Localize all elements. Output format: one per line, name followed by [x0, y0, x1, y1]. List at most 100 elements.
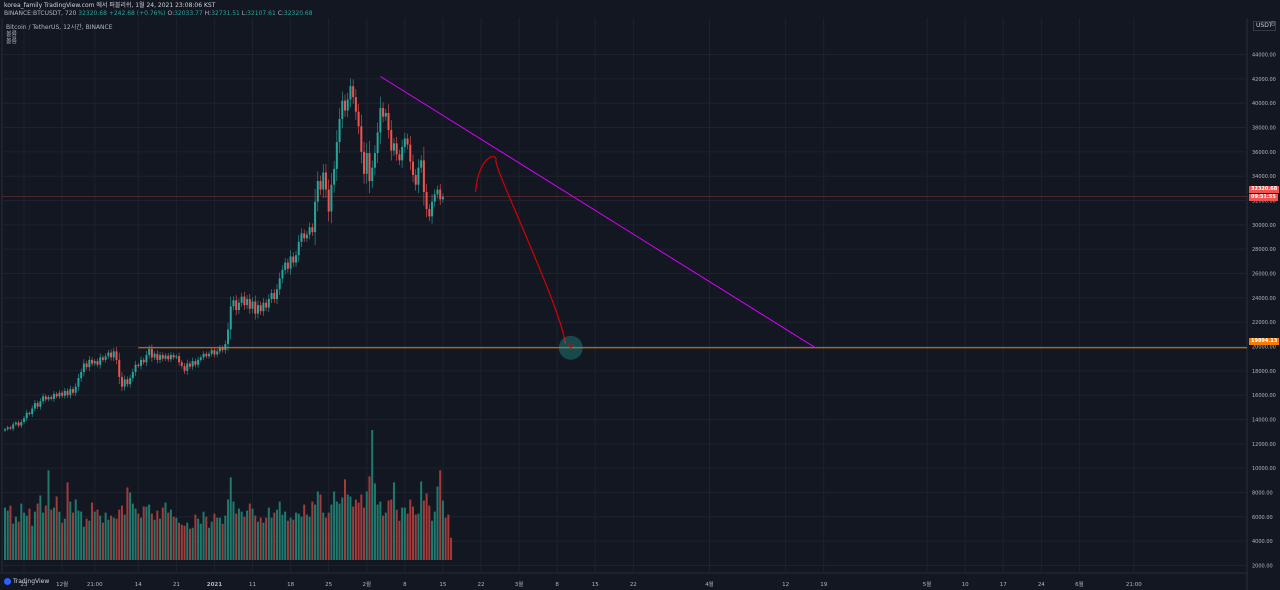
- time-tick-label: 21:00: [1126, 582, 1142, 588]
- volume-bar: [371, 430, 374, 560]
- legend-volume-1[interactable]: 볼륨: [6, 31, 18, 38]
- candle-body: [292, 256, 295, 263]
- candle-body: [392, 143, 395, 151]
- volume-bar: [417, 513, 420, 560]
- volume-bar: [23, 512, 26, 560]
- volume-bar: [82, 526, 85, 560]
- price-tick-label: 32000.00: [1252, 199, 1276, 205]
- volume-bar: [205, 516, 208, 560]
- candle-body: [96, 361, 99, 365]
- candle-body: [229, 306, 232, 330]
- volume-bar: [112, 517, 115, 560]
- volume-bar: [148, 504, 151, 560]
- volume-bar: [382, 515, 385, 560]
- open-value: 32033.77: [174, 10, 203, 17]
- volume-bar: [218, 517, 221, 560]
- volume-bar: [140, 517, 142, 560]
- price-tick-label: 44000.00: [1252, 53, 1276, 59]
- candle-body: [284, 262, 287, 270]
- volume-bar: [303, 504, 306, 560]
- volume-bar: [330, 504, 333, 560]
- candle-body: [131, 372, 134, 379]
- candle-body: [373, 153, 376, 168]
- volume-bar: [88, 520, 91, 560]
- chart-area[interactable]: 2000.00 4000.00 6000.00 8000.00 10000.00 1200…: [0, 18, 1280, 590]
- candle-body: [243, 296, 246, 306]
- legend-volume-2[interactable]: 볼륨: [6, 38, 18, 45]
- volume-bar: [409, 499, 412, 560]
- candle-body: [254, 301, 257, 314]
- volume-bar: [74, 499, 77, 560]
- open-label: O:: [167, 10, 175, 17]
- descending-trendline: [380, 76, 816, 349]
- price-tick-label: 40000.00: [1252, 101, 1276, 107]
- candle-body: [194, 361, 197, 365]
- time-tick-label: 15: [592, 582, 599, 588]
- candle-body: [77, 378, 80, 387]
- volume-bar: [441, 500, 444, 560]
- volume-bar: [4, 507, 6, 560]
- candle-body: [9, 427, 12, 429]
- volume-bar: [379, 501, 382, 560]
- volume-bar: [137, 513, 140, 560]
- volume-bar: [363, 507, 366, 560]
- volume-bar: [104, 512, 107, 560]
- volume-bar: [159, 518, 162, 560]
- volume-bar: [202, 511, 205, 560]
- candle-body: [50, 396, 53, 399]
- volume-bar: [12, 523, 15, 560]
- candle-body: [433, 194, 436, 202]
- volume-bar: [338, 503, 341, 560]
- volume-bar: [300, 516, 303, 560]
- candle-body: [216, 351, 219, 355]
- volume-bar: [161, 507, 164, 560]
- volume-bar: [270, 517, 273, 560]
- time-tick-label: 24: [1038, 582, 1045, 588]
- candle-body: [178, 356, 181, 363]
- volume-bar: [286, 520, 289, 560]
- candle-body: [101, 357, 104, 360]
- volume-bar: [107, 519, 110, 560]
- candle-body: [330, 184, 333, 212]
- gear-icon[interactable]: ⚙: [1270, 20, 1277, 28]
- candle-body: [148, 348, 151, 356]
- volume-bar: [28, 508, 31, 560]
- volume-bar: [142, 506, 145, 560]
- currency-selector[interactable]: USDT: [1253, 21, 1276, 31]
- volume-bar: [433, 511, 436, 560]
- volume-bar: [311, 501, 314, 560]
- price-chart[interactable]: 2000.00 4000.00 6000.00 8000.00 10000.00 1200…: [0, 18, 1280, 590]
- price-tick-label: 42000.00: [1252, 77, 1276, 83]
- volume-bar: [256, 521, 259, 560]
- volume-bar: [436, 486, 439, 560]
- candle-body: [52, 393, 55, 399]
- candle-body: [123, 379, 126, 387]
- candle-body: [319, 181, 322, 190]
- volume-bar: [93, 511, 96, 560]
- legend-symbol-title[interactable]: Bitcoin / TetherUS, 12시간, BINANCE: [6, 24, 113, 31]
- candle-body: [354, 97, 357, 112]
- candle-body: [25, 412, 28, 419]
- tradingview-logo[interactable]: TradingView: [4, 578, 49, 585]
- candle-body: [256, 305, 259, 314]
- candle-body: [357, 111, 360, 127]
- candle-body: [72, 389, 74, 393]
- price-tick-label: 16000.00: [1252, 393, 1276, 399]
- publish-info: korea_family TradingView.com 에서 퍼블리쉬, 1월…: [4, 2, 216, 9]
- volume-bar: [360, 494, 363, 560]
- volume-bar: [412, 506, 414, 560]
- candle-body: [164, 355, 167, 359]
- candle-body: [140, 359, 142, 366]
- volume-bar: [262, 522, 265, 560]
- volume-bar: [322, 512, 325, 560]
- candle-body: [112, 351, 115, 358]
- candle-body: [371, 167, 374, 182]
- candle-body: [39, 401, 42, 407]
- volume-bar: [25, 515, 28, 560]
- volume-bar: [352, 506, 355, 560]
- volume-bar: [129, 492, 132, 560]
- volume-bar: [42, 512, 45, 560]
- candle-body: [425, 192, 428, 210]
- candle-body: [295, 255, 298, 263]
- volume-bar: [401, 507, 404, 560]
